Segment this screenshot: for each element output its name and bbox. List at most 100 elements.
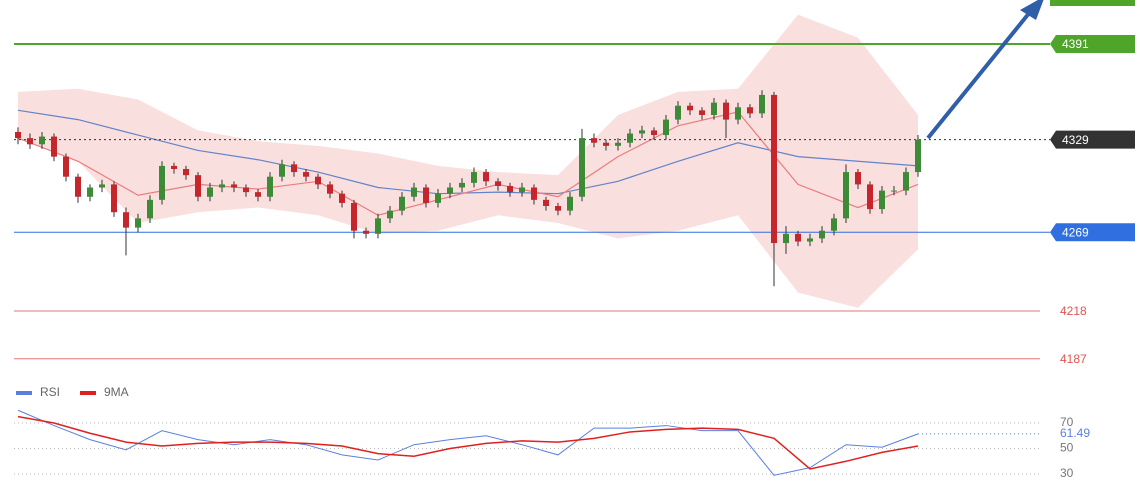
candle-body (915, 139, 921, 173)
candle-body (735, 107, 741, 120)
candle-body (279, 164, 285, 177)
candle-body (195, 175, 201, 197)
candle-body (243, 187, 249, 193)
arrow-shaft (926, 10, 1032, 140)
candle-body (891, 190, 897, 192)
candle-body (519, 187, 525, 193)
level-tag (1050, 223, 1135, 242)
candle-body (531, 187, 537, 200)
candle-body (39, 136, 45, 145)
candle-body (51, 136, 57, 157)
candle-body (687, 105, 693, 111)
ma-line (17, 109, 919, 195)
candle-body (555, 206, 561, 211)
candle-body (27, 138, 33, 145)
candle-body (783, 233, 789, 244)
candle-body (627, 133, 633, 143)
level-tag-offscreen (1050, 0, 1135, 6)
candle-body (771, 94, 777, 244)
candle-body (135, 218, 141, 228)
candle-body (579, 138, 585, 197)
candle-body (723, 102, 729, 120)
candle-body (507, 185, 513, 193)
candle-body (231, 184, 237, 188)
candle-body (447, 187, 453, 194)
candle-body (183, 168, 189, 176)
candle-body (675, 105, 681, 120)
candle-body (867, 184, 873, 210)
candle-body (387, 210, 393, 219)
candle-body (591, 138, 597, 143)
y-tick-label: 50 (1060, 441, 1074, 455)
level-label: 4269 (1062, 225, 1089, 239)
candle-body (15, 131, 21, 139)
candle-body (435, 193, 441, 203)
rsi-line (17, 415, 919, 470)
candle-body (291, 164, 297, 173)
candle-body (663, 119, 669, 136)
rsi-line (17, 409, 919, 476)
y-tick-label: 30 (1060, 466, 1074, 480)
candle-body (159, 165, 165, 200)
current-rsi-label: 61.49 (1060, 426, 1090, 440)
level-label: 4187 (1060, 352, 1087, 366)
candle-body (831, 218, 837, 231)
candle-body (411, 187, 417, 197)
candle-body (351, 202, 357, 231)
bollinger-band (18, 14, 918, 308)
candle-body (639, 130, 645, 134)
candle-body (747, 107, 753, 114)
arrow-head (1020, 0, 1044, 20)
candle-body (459, 182, 465, 188)
candle-body (63, 156, 69, 177)
legend-label: RSI (40, 385, 60, 399)
candle-body (423, 187, 429, 203)
candle-body (267, 176, 273, 197)
candle-body (471, 172, 477, 183)
candle-body (651, 130, 657, 136)
level-tag (1050, 34, 1135, 53)
candle-body (615, 142, 621, 146)
candle-body (123, 212, 129, 228)
candle-body (147, 199, 153, 219)
candle-body (219, 184, 225, 188)
candle-body (843, 172, 849, 219)
ma-line (17, 111, 919, 216)
candle-body (315, 176, 321, 185)
candle-body (483, 172, 489, 182)
candle-body (111, 184, 117, 213)
candle-body (87, 187, 93, 197)
y-tick-label: 70 (1060, 415, 1074, 429)
candle-body (75, 176, 81, 197)
candle-body (759, 94, 765, 114)
level-label: 4391 (1062, 37, 1089, 51)
candle-body (699, 110, 705, 115)
candle-body (339, 193, 345, 203)
candle-body (855, 172, 861, 185)
candle-body (807, 238, 813, 242)
candle-body (603, 142, 609, 146)
forecast-arrow (926, 0, 1044, 140)
candle-body (303, 172, 309, 177)
candle-body (363, 230, 369, 234)
candle-body (495, 181, 501, 186)
candle-body (819, 230, 825, 239)
level-tag (1050, 130, 1135, 149)
level-label: 4218 (1060, 304, 1087, 318)
legend-label: 9MA (104, 385, 129, 399)
candle-body (207, 187, 213, 197)
candle-body (255, 192, 261, 197)
candle-body (903, 172, 909, 191)
candle-body (171, 165, 177, 169)
candle-body (879, 190, 885, 210)
candle-body (567, 196, 573, 211)
candle-body (375, 218, 381, 234)
candle-body (399, 196, 405, 211)
candle-body (711, 102, 717, 115)
candle-body (99, 184, 105, 188)
candle-body (327, 184, 333, 194)
candle-body (795, 233, 801, 242)
candle-body (543, 199, 549, 207)
level-label: 4329 (1062, 133, 1089, 147)
